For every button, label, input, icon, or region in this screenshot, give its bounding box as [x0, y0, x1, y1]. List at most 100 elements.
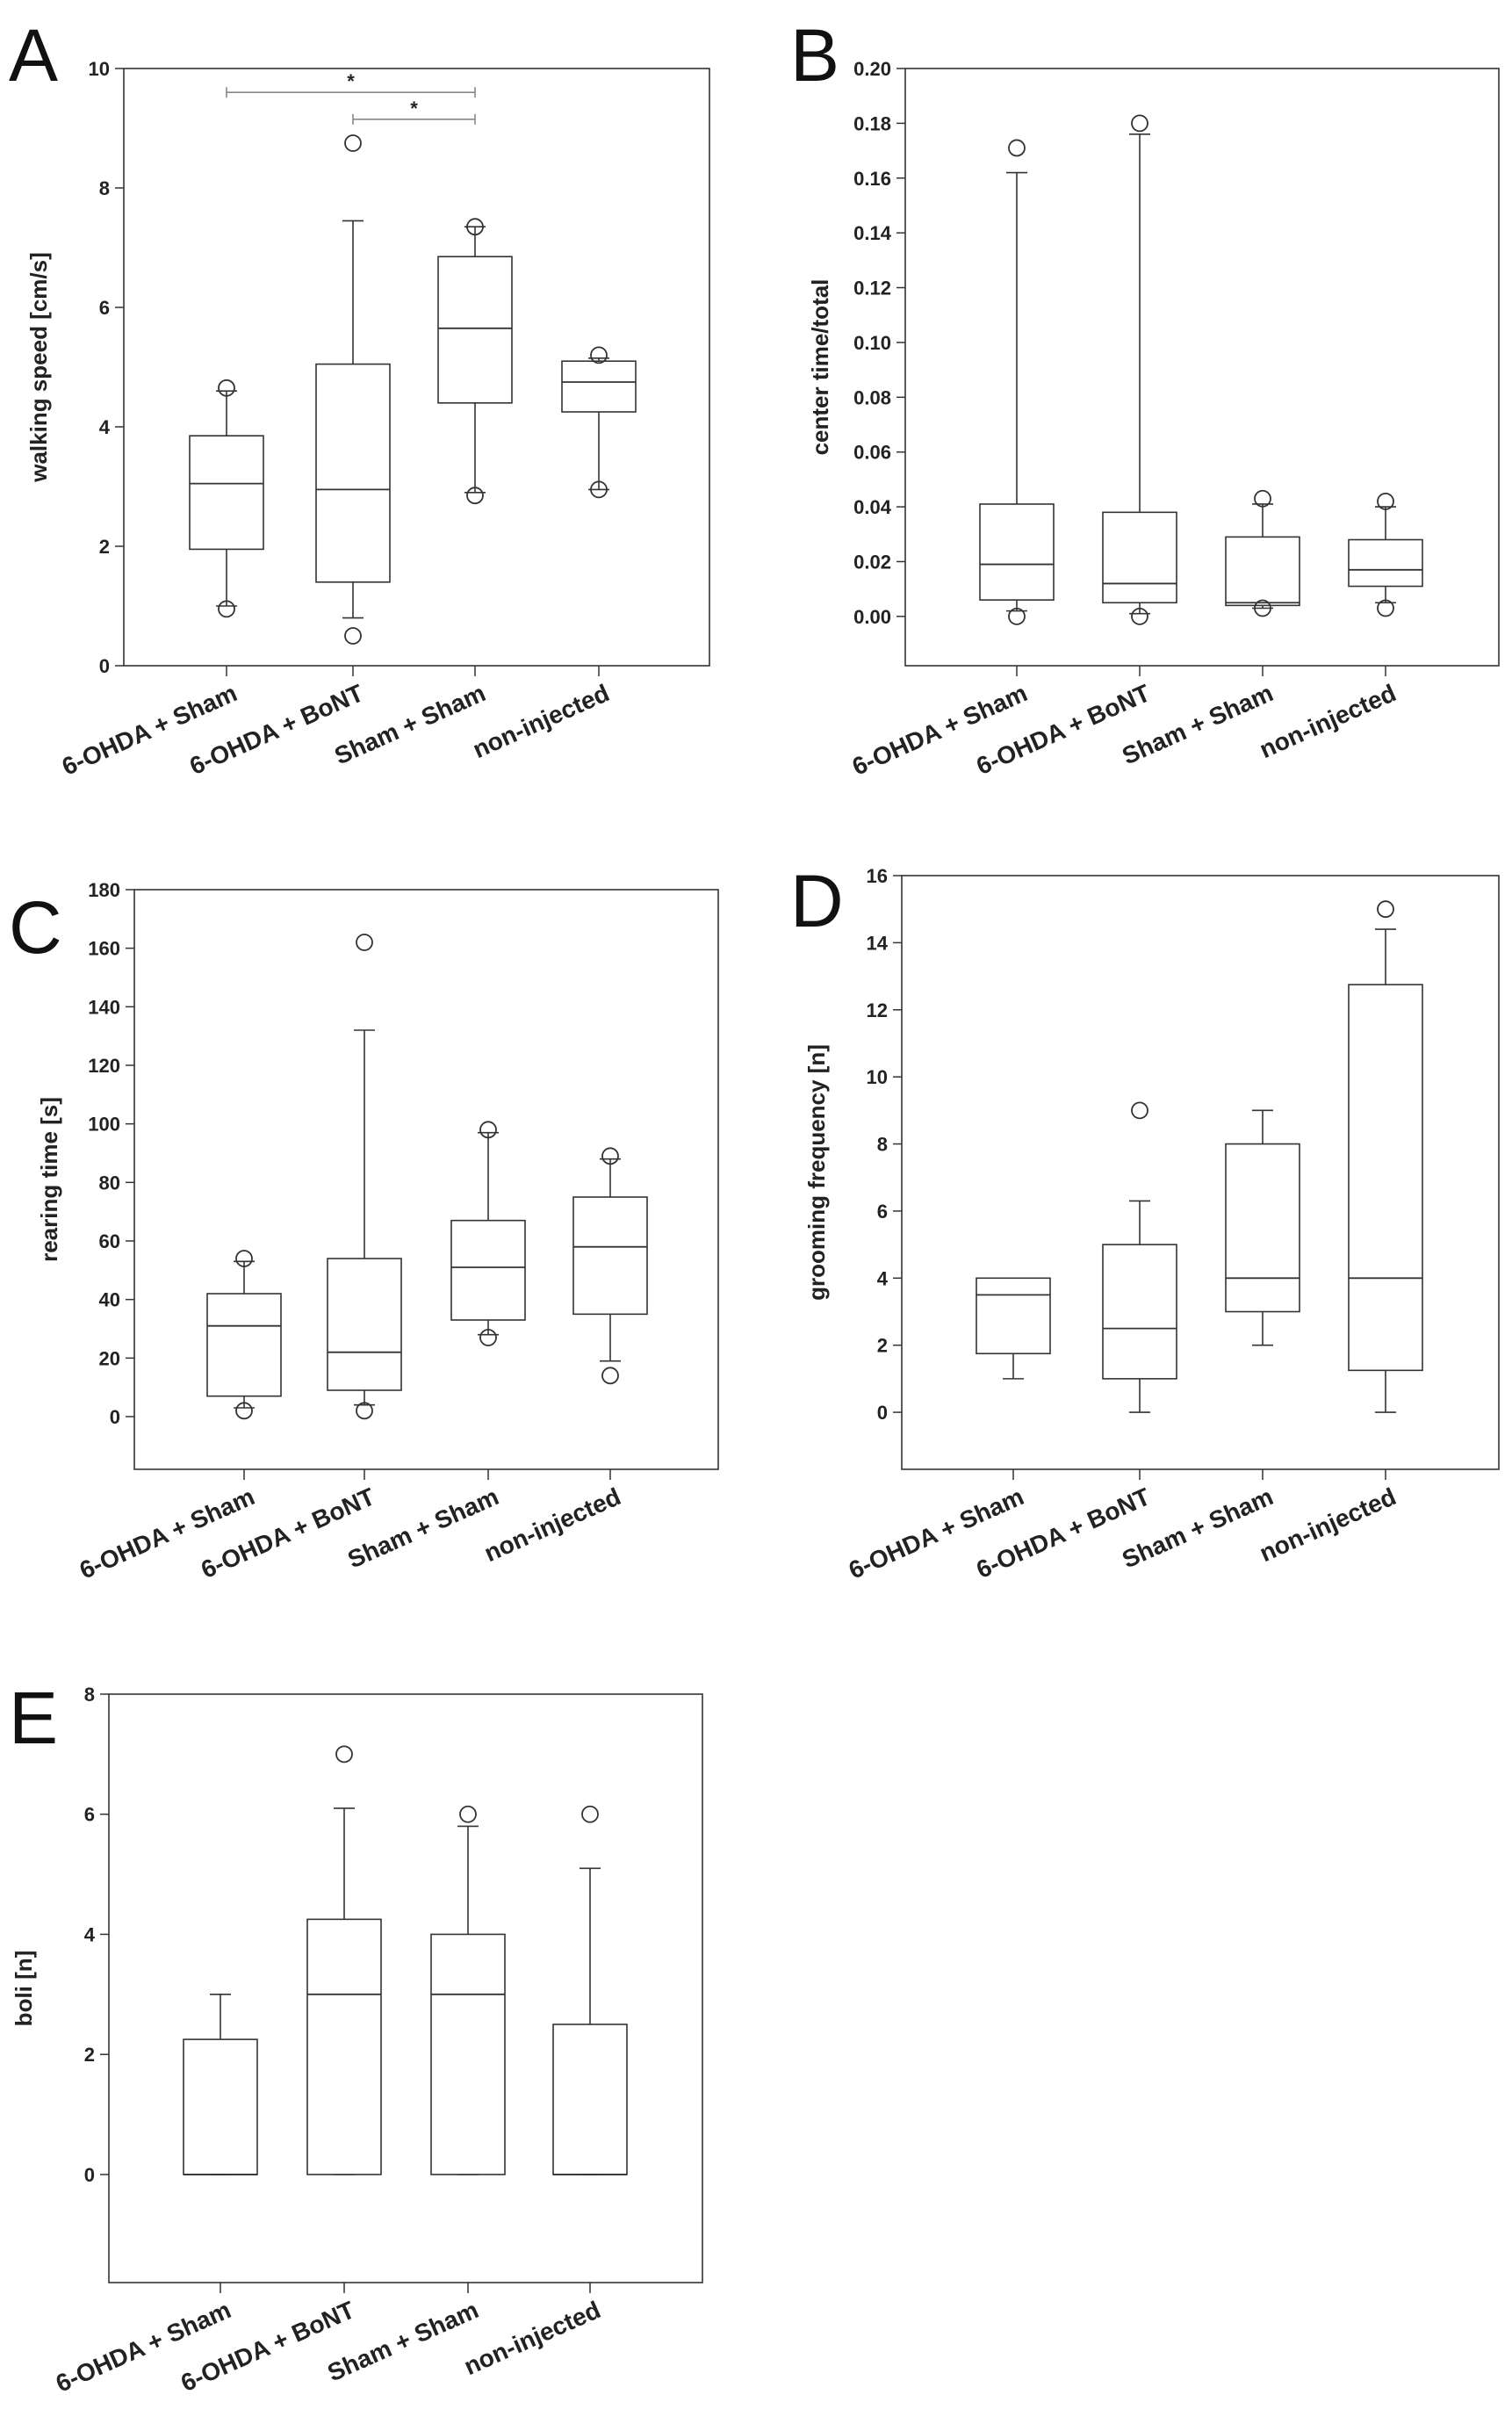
outlier-point [235, 1402, 253, 1420]
outlier-point [1008, 139, 1026, 157]
y-axis-label: center time/total [807, 279, 833, 456]
plot-frame [123, 68, 710, 667]
box-iqr [976, 1277, 1051, 1355]
outlier-point [459, 1805, 477, 1823]
box-2 [306, 1745, 382, 2175]
y-tick-label: 0.18 [853, 112, 891, 134]
box-4 [572, 1147, 648, 1385]
y-tick-label: 20 [99, 1347, 120, 1369]
panel-letter: E [9, 1677, 58, 1759]
box-iqr [315, 363, 391, 583]
box-2 [327, 934, 402, 1420]
box-1 [183, 1994, 258, 2175]
y-tick-label: 100 [88, 1114, 120, 1136]
y-tick-label: 120 [88, 1055, 120, 1077]
outlier-point [1131, 1101, 1148, 1120]
y-tick-label: 0.08 [853, 386, 891, 408]
outlier-point [479, 1329, 497, 1346]
y-tick-label: 0 [99, 655, 110, 677]
box-3 [430, 1805, 506, 2175]
box-iqr [306, 1918, 382, 2175]
box-iqr [1348, 984, 1423, 1372]
y-tick-label: 4 [84, 1923, 96, 1945]
outlier-point [344, 134, 362, 152]
y-tick-label: 8 [877, 1134, 888, 1156]
y-tick-label: 12 [867, 999, 888, 1021]
y-tick-label: 10 [867, 1066, 888, 1088]
y-axis-label: boli [n] [11, 1951, 37, 2027]
box-iqr [1348, 538, 1423, 588]
y-tick-label: 2 [84, 2044, 95, 2066]
y-tick-label: 0.04 [853, 496, 892, 518]
box-2 [315, 134, 391, 645]
y-tick-label: 160 [88, 938, 120, 960]
y-tick-label: 80 [99, 1172, 120, 1194]
y-tick-label: 60 [99, 1230, 120, 1252]
y-tick-label: 6 [877, 1201, 888, 1223]
box-iqr [327, 1258, 402, 1391]
significance-bracket: * [352, 97, 476, 125]
y-tick-label: 0 [110, 1406, 120, 1428]
outlier-point [466, 487, 484, 505]
y-tick-label: 180 [88, 879, 120, 901]
y-tick-label: 0.00 [853, 606, 891, 628]
plot-frame [108, 1693, 703, 2283]
y-tick-label: 0.16 [853, 168, 891, 190]
outlier-point [1377, 492, 1394, 510]
outlier-point [1131, 114, 1148, 133]
y-tick-label: 40 [99, 1289, 120, 1311]
box-1 [976, 1277, 1051, 1380]
outlier-point [1254, 489, 1271, 508]
outlier-point [1377, 900, 1394, 919]
panel-letter: B [790, 14, 839, 97]
panel-letter: A [9, 14, 58, 97]
y-tick-label: 2 [877, 1335, 888, 1357]
box-1 [206, 1250, 282, 1420]
outlier-point [1131, 607, 1148, 625]
box-4 [1348, 492, 1423, 617]
box-3 [1225, 489, 1300, 617]
box-2 [1102, 1101, 1177, 1413]
y-tick-label: 0.06 [853, 442, 891, 464]
outlier-point [344, 627, 362, 645]
outlier-point [235, 1250, 253, 1267]
y-tick-label: 0.14 [853, 222, 892, 244]
y-tick-label: 0 [84, 2164, 95, 2186]
y-tick-label: 8 [99, 177, 110, 199]
box-1 [979, 139, 1055, 625]
box-iqr [206, 1293, 282, 1397]
significance-star: * [410, 97, 418, 119]
box-iqr [430, 1933, 506, 2175]
outlier-point [590, 480, 608, 499]
y-tick-label: 0.20 [853, 58, 891, 80]
y-tick-label: 16 [867, 865, 888, 887]
box-3 [450, 1121, 526, 1346]
plot-frame [133, 889, 719, 1470]
y-tick-label: 140 [88, 996, 120, 1018]
box-iqr [183, 2038, 258, 2175]
outlier-point [1254, 599, 1271, 617]
outlier-point [466, 218, 484, 236]
y-tick-label: 14 [867, 932, 889, 954]
box-iqr [561, 360, 637, 413]
box-iqr [979, 503, 1055, 601]
panel-letter: C [9, 886, 62, 969]
box-iqr [1102, 511, 1177, 604]
box-iqr [552, 2023, 628, 2175]
y-tick-label: 2 [99, 536, 110, 558]
significance-star: * [347, 70, 355, 92]
outlier-point [479, 1121, 497, 1139]
y-tick-label: 4 [99, 416, 111, 438]
panel-letter: D [790, 860, 844, 942]
outlier-point [1377, 599, 1394, 617]
y-axis-label: walking speed [cm/s] [25, 252, 52, 483]
box-iqr [437, 256, 513, 404]
box-3 [437, 218, 513, 505]
plot-frame [901, 875, 1500, 1470]
box-3 [1225, 1109, 1300, 1346]
outlier-point [356, 934, 373, 951]
outlier-point [581, 1805, 599, 1823]
outlier-point [218, 379, 235, 397]
